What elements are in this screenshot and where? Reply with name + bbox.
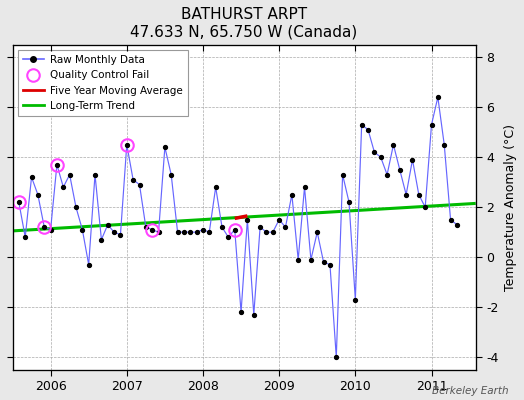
Y-axis label: Temperature Anomaly (°C): Temperature Anomaly (°C) bbox=[504, 124, 517, 291]
Legend: Raw Monthly Data, Quality Control Fail, Five Year Moving Average, Long-Term Tren: Raw Monthly Data, Quality Control Fail, … bbox=[18, 50, 188, 116]
Title: BATHURST ARPT
47.633 N, 65.750 W (Canada): BATHURST ARPT 47.633 N, 65.750 W (Canada… bbox=[130, 7, 358, 39]
Text: Berkeley Earth: Berkeley Earth bbox=[432, 386, 508, 396]
